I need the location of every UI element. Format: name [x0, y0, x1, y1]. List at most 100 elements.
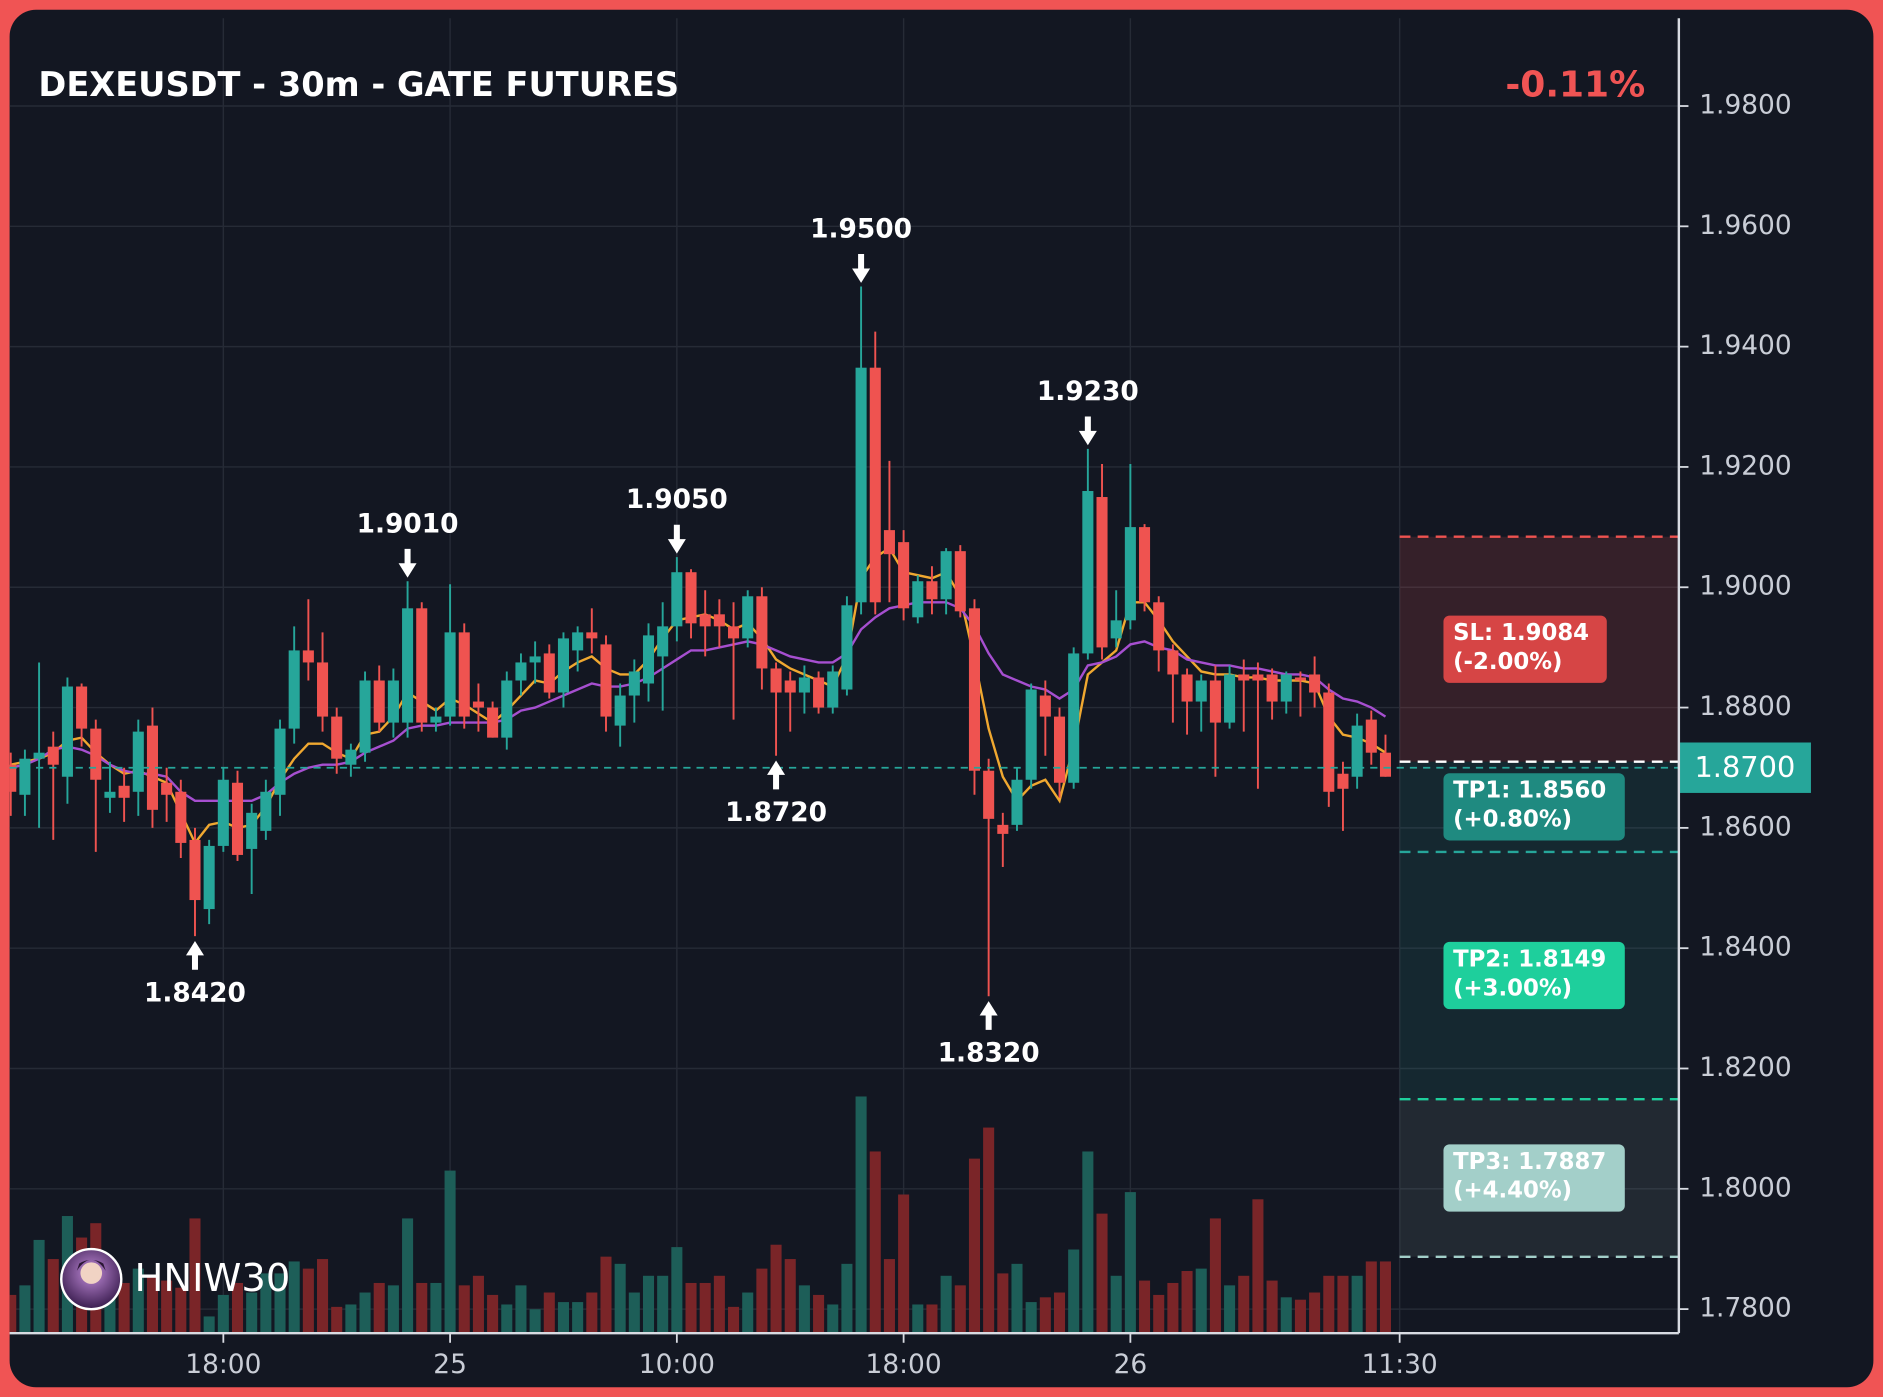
volume-bar — [1011, 1263, 1023, 1334]
candle-body — [543, 653, 555, 693]
volume-bar — [1252, 1199, 1264, 1334]
level-change: (+3.00%) — [1453, 975, 1572, 1001]
volume-bar — [699, 1282, 711, 1334]
candle — [161, 767, 173, 822]
volume-bar — [912, 1304, 924, 1334]
candle-body — [246, 812, 258, 849]
candle — [1039, 680, 1051, 756]
candle-body — [104, 791, 116, 798]
candle-body — [1294, 677, 1306, 681]
candle — [1011, 767, 1023, 831]
candle-body — [756, 596, 768, 669]
x-tick-label: 18:00 — [185, 1349, 261, 1380]
candle-body — [926, 581, 938, 600]
candle — [926, 566, 938, 615]
high-arrow — [398, 548, 417, 578]
candle-body — [642, 635, 655, 684]
candle — [742, 590, 754, 648]
volume-bar — [968, 1158, 981, 1334]
y-tick-label: 1.9800 — [1699, 90, 1791, 121]
candle-body — [586, 632, 598, 639]
volume-bar — [1266, 1280, 1278, 1334]
candle — [586, 608, 598, 654]
candle — [33, 662, 45, 828]
candle-body — [1224, 674, 1236, 723]
candle — [1280, 671, 1292, 714]
candle-body — [912, 581, 924, 618]
price-change: -0.11% — [1505, 65, 1645, 106]
candle — [61, 677, 73, 804]
candle-body — [416, 608, 428, 723]
y-tick-label: 1.9600 — [1699, 210, 1791, 241]
volume-bar — [1280, 1297, 1292, 1334]
volume-bar — [813, 1294, 825, 1334]
plot — [9, 286, 1392, 1334]
candle — [331, 707, 343, 774]
candle-body — [869, 367, 881, 603]
candle — [1365, 710, 1377, 765]
y-tick-label: 1.8600 — [1699, 811, 1791, 842]
candle — [76, 683, 88, 747]
candle-body — [1209, 680, 1221, 723]
y-tick-label: 1.9000 — [1699, 571, 1791, 602]
candle-body — [997, 824, 1009, 834]
candle — [217, 767, 229, 852]
x-tick-label: 25 — [433, 1349, 467, 1380]
volume-bar — [1209, 1218, 1221, 1334]
volume-bar — [387, 1285, 399, 1334]
volume-bar — [1153, 1294, 1165, 1334]
candle — [1082, 448, 1094, 660]
volume-bar — [146, 1275, 158, 1334]
candle — [47, 731, 59, 840]
volume-bar — [1195, 1268, 1207, 1334]
volume-bar — [444, 1170, 456, 1334]
volume-bar — [827, 1304, 839, 1334]
high-label: 1.9010 — [357, 508, 459, 539]
volume-bar — [1365, 1261, 1377, 1334]
candle-body — [699, 614, 711, 627]
volume-bar — [189, 1218, 201, 1334]
candle-body — [954, 551, 966, 612]
candle — [855, 286, 867, 615]
candle-body — [1053, 716, 1066, 783]
volume-bar — [642, 1275, 655, 1334]
candle — [827, 665, 839, 714]
volume-bar — [784, 1259, 796, 1334]
candle — [954, 545, 966, 618]
x-tick-label: 26 — [1114, 1349, 1148, 1380]
candle-body — [9, 764, 17, 792]
volume-bar — [47, 1259, 59, 1334]
volume-bar — [940, 1275, 952, 1334]
candle — [1266, 668, 1278, 720]
candle — [1209, 665, 1221, 777]
volume-bar — [1110, 1275, 1122, 1334]
volume-bar — [458, 1285, 470, 1334]
candle — [614, 683, 626, 747]
volume-bar — [1351, 1275, 1363, 1334]
volume-bar — [373, 1282, 385, 1334]
volume-bar — [132, 1268, 144, 1334]
candle-body — [458, 632, 470, 717]
candle-body — [1167, 650, 1179, 675]
volume-bar — [713, 1275, 725, 1334]
candle-body — [1082, 491, 1094, 654]
volume-bar — [203, 1316, 215, 1334]
candle-body — [614, 695, 626, 726]
volume-bar — [614, 1263, 626, 1334]
candle — [1139, 524, 1151, 612]
volume-bar — [288, 1261, 300, 1334]
candle — [146, 707, 158, 828]
level-box — [1443, 1144, 1625, 1212]
volume-bar — [472, 1275, 484, 1334]
volume-bar — [345, 1304, 357, 1334]
candle — [317, 632, 329, 732]
volume-bar — [1124, 1192, 1136, 1334]
volume-bar — [1224, 1285, 1236, 1334]
volume-bar — [501, 1304, 513, 1334]
candle-body — [487, 707, 499, 738]
candle — [1337, 761, 1349, 831]
volume-bar — [1379, 1261, 1392, 1334]
candle-body — [387, 680, 399, 723]
background — [9, 9, 1874, 1388]
candle-body — [1238, 674, 1250, 681]
